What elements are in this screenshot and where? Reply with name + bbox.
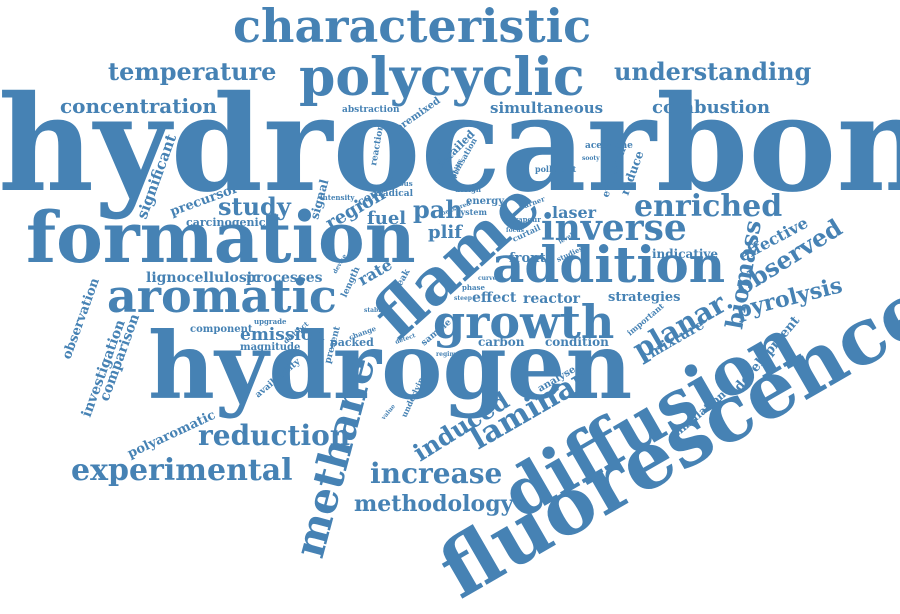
word-indicative: indicative bbox=[652, 247, 718, 261]
word-acetylene: acetylene bbox=[585, 141, 633, 151]
word-condition: condition bbox=[545, 335, 609, 349]
word-stable: stable bbox=[364, 307, 385, 314]
word-component: component bbox=[190, 324, 253, 335]
word-plif: plif bbox=[428, 222, 463, 243]
word-effect: effect bbox=[472, 290, 517, 306]
word-pah: pah bbox=[413, 195, 463, 224]
word-methodology: methodology bbox=[354, 491, 515, 517]
word-front: front bbox=[509, 251, 546, 266]
word-various: various bbox=[383, 179, 413, 188]
word-abstraction: abstraction bbox=[342, 105, 400, 115]
word-polycyclic: polycyclic bbox=[299, 47, 585, 108]
word-reactor: reactor bbox=[523, 291, 581, 307]
word-formation: formation bbox=[26, 196, 416, 279]
word-addition: addition bbox=[492, 235, 725, 294]
word-carbon: carbon bbox=[478, 335, 525, 349]
word-enriched: enriched bbox=[634, 189, 782, 224]
word-processes: processes bbox=[246, 270, 323, 286]
word-regime: regime bbox=[436, 351, 460, 358]
word-radical: radical bbox=[378, 189, 414, 199]
word-experimental: experimental bbox=[71, 453, 293, 488]
word-phase: phase bbox=[462, 283, 485, 292]
word-upgrade: upgrade bbox=[254, 317, 287, 326]
word-vapour: vapour bbox=[513, 215, 541, 224]
word-lignocellulosic: lignocellulosic bbox=[146, 270, 261, 286]
word-fuel: fuel bbox=[367, 208, 406, 229]
word-inverse: inverse bbox=[541, 207, 687, 249]
word-steep: steep bbox=[454, 295, 472, 302]
word-intensity: intensity bbox=[320, 193, 355, 202]
word-design: design bbox=[455, 185, 481, 194]
word-temperature: temperature bbox=[108, 57, 276, 86]
word-aromatic: aromatic bbox=[107, 269, 337, 323]
word-strategies: strategies bbox=[608, 290, 681, 305]
word-characteristic: characteristic bbox=[233, 0, 591, 53]
word-focus: focus bbox=[506, 227, 525, 234]
word-observation: observation bbox=[60, 276, 103, 362]
word-concentration: concentration bbox=[60, 94, 217, 118]
word-combustion: combustion bbox=[652, 97, 770, 118]
word-curve: curve bbox=[478, 275, 497, 282]
word-laser: laser bbox=[552, 203, 597, 222]
word-understanding: understanding bbox=[614, 57, 812, 86]
word-growth: growth bbox=[433, 295, 614, 349]
word-study: study bbox=[218, 192, 292, 221]
word-pollutant: pollutant bbox=[535, 164, 577, 174]
word-simultaneous: simultaneous bbox=[490, 99, 603, 117]
word-increase: increase bbox=[370, 457, 502, 490]
word-reduction: reduction bbox=[198, 419, 350, 452]
word-carcinogenic: carcinogenic bbox=[186, 216, 266, 229]
word-hydrocarbon: hydrocarbon bbox=[0, 67, 900, 222]
word-energy: energy bbox=[466, 196, 505, 207]
word-magnitude: magnitude bbox=[240, 342, 300, 353]
word-packed: packed bbox=[330, 336, 374, 349]
word-sooty: sooty bbox=[582, 155, 600, 162]
word-hydrogen: hydrogen bbox=[148, 312, 632, 420]
word-emission: emission bbox=[240, 325, 325, 345]
word-system: system bbox=[456, 207, 487, 217]
